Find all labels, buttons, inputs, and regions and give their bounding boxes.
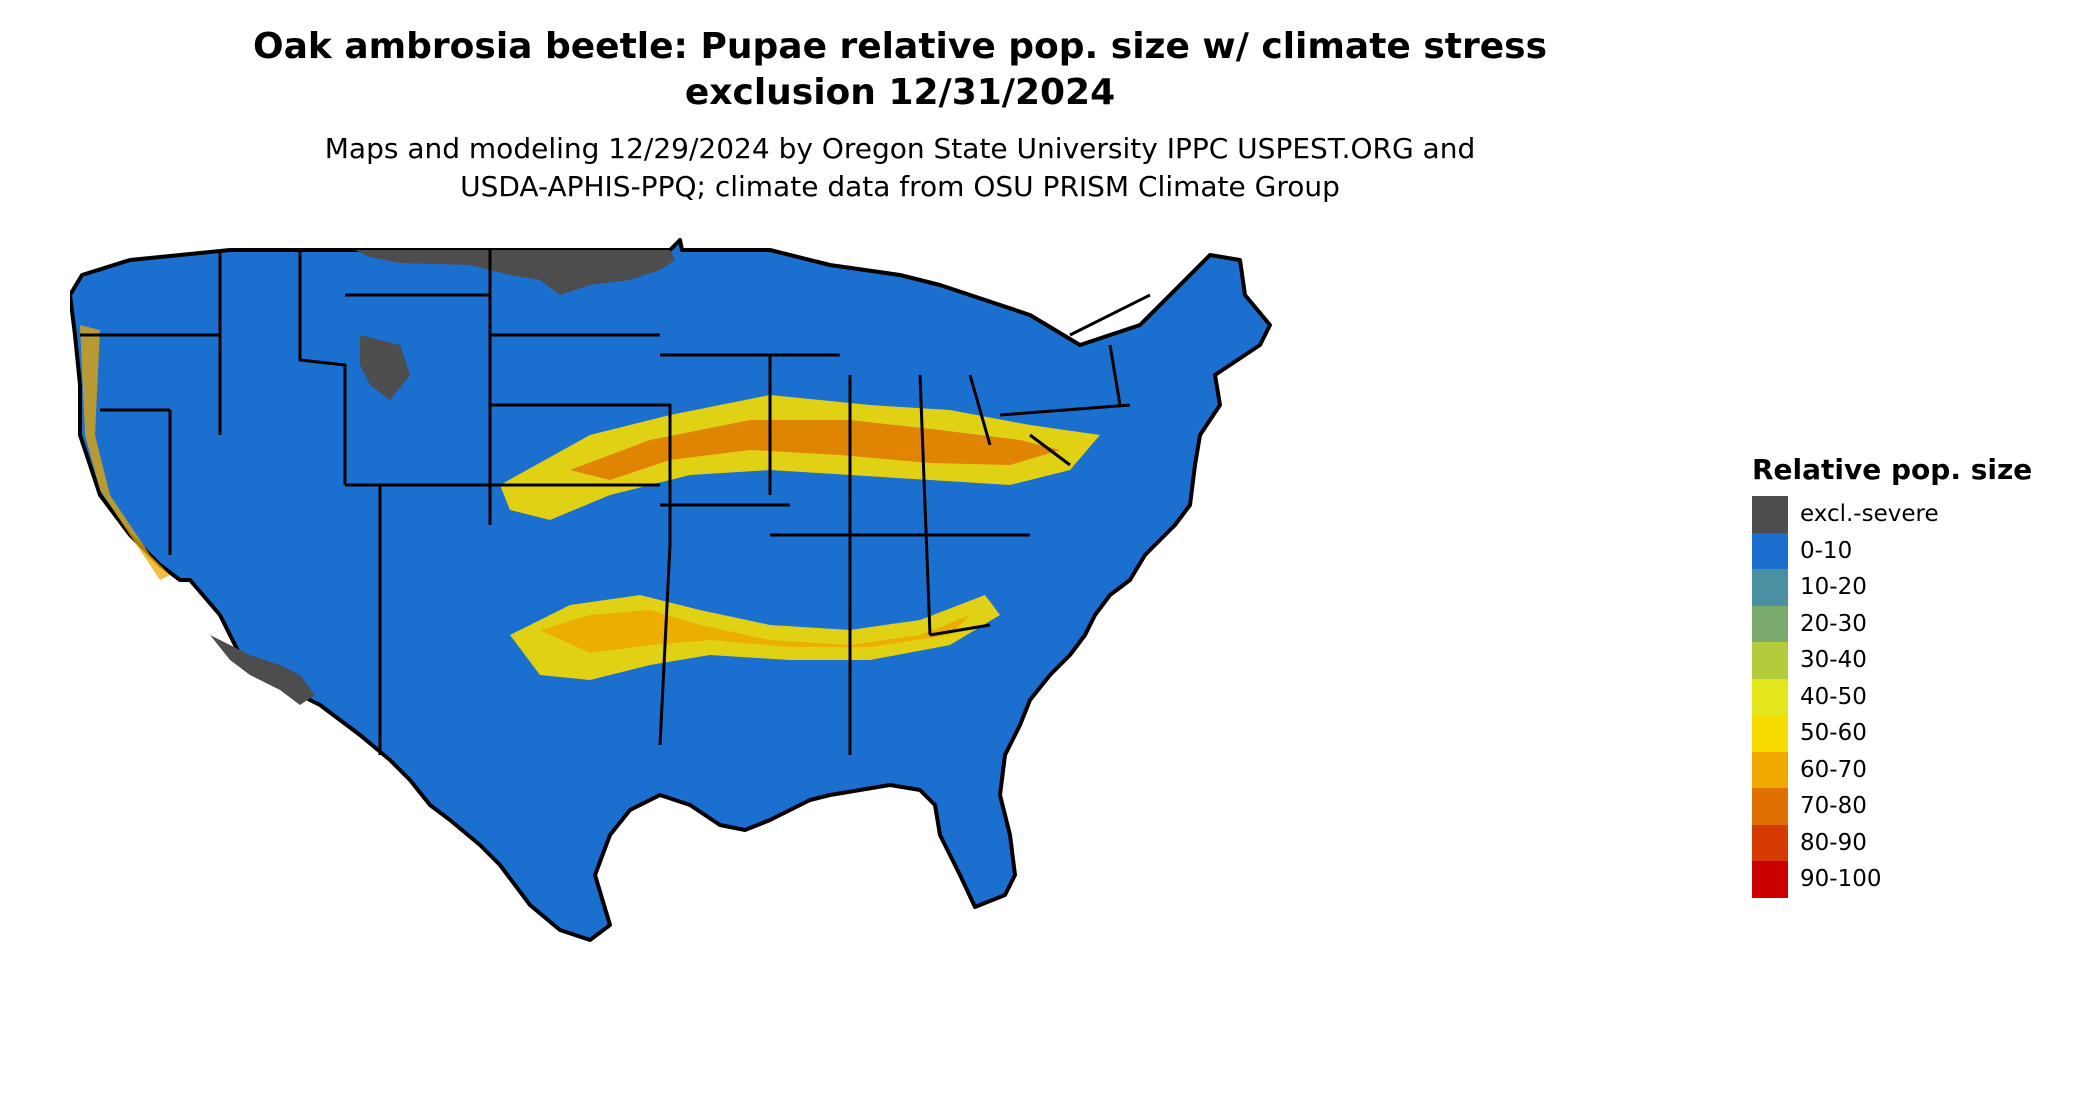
excluded-desert-southwest bbox=[210, 635, 315, 705]
band-southern-orange bbox=[540, 610, 970, 653]
legend-swatch bbox=[1752, 532, 1788, 569]
map-title-line-2: exclusion 12/31/2024 bbox=[684, 72, 1116, 113]
legend-label: 60-70 bbox=[1800, 756, 1867, 783]
legend-label: 20-30 bbox=[1800, 610, 1867, 637]
map-subtitle: Maps and modeling 12/29/2024 by Oregon S… bbox=[120, 130, 1680, 206]
legend-item: 50-60 bbox=[1752, 715, 2032, 752]
legend-swatch bbox=[1752, 678, 1788, 715]
legend-label: 10-20 bbox=[1800, 574, 1867, 601]
band-west-coast bbox=[80, 325, 170, 580]
legend-label: 50-60 bbox=[1800, 720, 1867, 747]
legend-item: 80-90 bbox=[1752, 824, 2032, 861]
legend-item: 20-30 bbox=[1752, 605, 2032, 642]
legend-label: 70-80 bbox=[1800, 793, 1867, 820]
legend-label: 80-90 bbox=[1800, 829, 1867, 856]
legend-swatch bbox=[1752, 751, 1788, 788]
us-map bbox=[70, 238, 1272, 942]
band-central-orange bbox=[570, 420, 1060, 480]
excluded-north-plains bbox=[355, 250, 675, 295]
legend-item: 40-50 bbox=[1752, 678, 2032, 715]
excluded-areas bbox=[210, 250, 675, 705]
legend-item: excl.-severe bbox=[1752, 496, 2032, 533]
legend: Relative pop. size excl.-severe 0-10 10-20… bbox=[1752, 452, 2032, 898]
legend-swatch bbox=[1752, 605, 1788, 642]
band-central-yellow bbox=[500, 395, 1100, 520]
legend-label: excl.-severe bbox=[1800, 501, 1939, 528]
legend-item: 30-40 bbox=[1752, 642, 2032, 679]
us-landmass bbox=[70, 238, 1272, 942]
legend-swatch bbox=[1752, 642, 1788, 679]
map-subtitle-line-1: Maps and modeling 12/29/2024 by Oregon S… bbox=[324, 132, 1476, 165]
excluded-wyoming-highlands bbox=[360, 335, 410, 400]
legend-item: 0-10 bbox=[1752, 532, 2032, 569]
legend-label: 0-10 bbox=[1800, 537, 1853, 564]
legend-item: 60-70 bbox=[1752, 751, 2032, 788]
legend-item: 10-20 bbox=[1752, 569, 2032, 606]
legend-swatch bbox=[1752, 824, 1788, 861]
legend-label: 40-50 bbox=[1800, 683, 1867, 710]
population-bands bbox=[80, 325, 1100, 680]
legend-swatch bbox=[1752, 569, 1788, 606]
legend-swatch bbox=[1752, 861, 1788, 898]
legend-item: 70-80 bbox=[1752, 788, 2032, 825]
legend-title: Relative pop. size bbox=[1752, 453, 2033, 486]
legend-label: 30-40 bbox=[1800, 647, 1867, 674]
legend-swatch bbox=[1752, 715, 1788, 752]
map-title-line-1: Oak ambrosia beetle: Pupae relative pop.… bbox=[252, 26, 1548, 67]
state-borders bbox=[80, 250, 1151, 755]
legend-label: 90-100 bbox=[1800, 866, 1882, 893]
legend-items: excl.-severe 0-10 10-20 20-30 30-40 40-50 50-6… bbox=[1752, 496, 2032, 898]
map-subtitle-line-2: USDA-APHIS-PPQ; climate data from OSU PR… bbox=[460, 170, 1340, 203]
legend-swatch bbox=[1752, 496, 1788, 533]
legend-item: 90-100 bbox=[1752, 861, 2032, 898]
legend-swatch bbox=[1752, 788, 1788, 825]
map-title: Oak ambrosia beetle: Pupae relative pop.… bbox=[120, 24, 1680, 116]
